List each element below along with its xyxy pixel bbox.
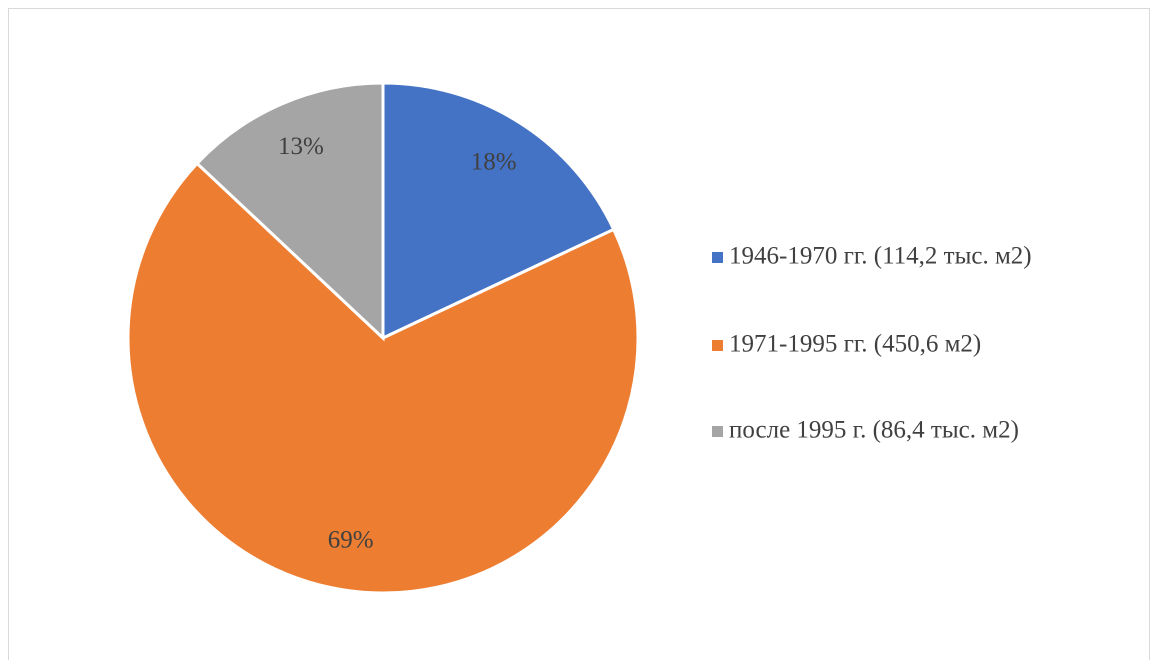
pie-slice — [194, 81, 385, 342]
data-label: 13% — [278, 133, 324, 160]
legend-label: 1971-1995 гг. (450,6 м2) — [729, 331, 981, 358]
legend-marker — [712, 426, 723, 437]
pie-slice — [381, 81, 616, 341]
legend-label: после 1995 г. (86,4 тыс. м2) — [729, 417, 1019, 444]
data-label: 18% — [471, 148, 517, 175]
legend-marker — [712, 340, 723, 351]
data-label: 69% — [328, 527, 374, 554]
legend-marker — [712, 252, 723, 263]
legend-label: 1946-1970 гг. (114,2 тыс. м2) — [729, 243, 1032, 270]
pie-slice — [126, 161, 640, 595]
